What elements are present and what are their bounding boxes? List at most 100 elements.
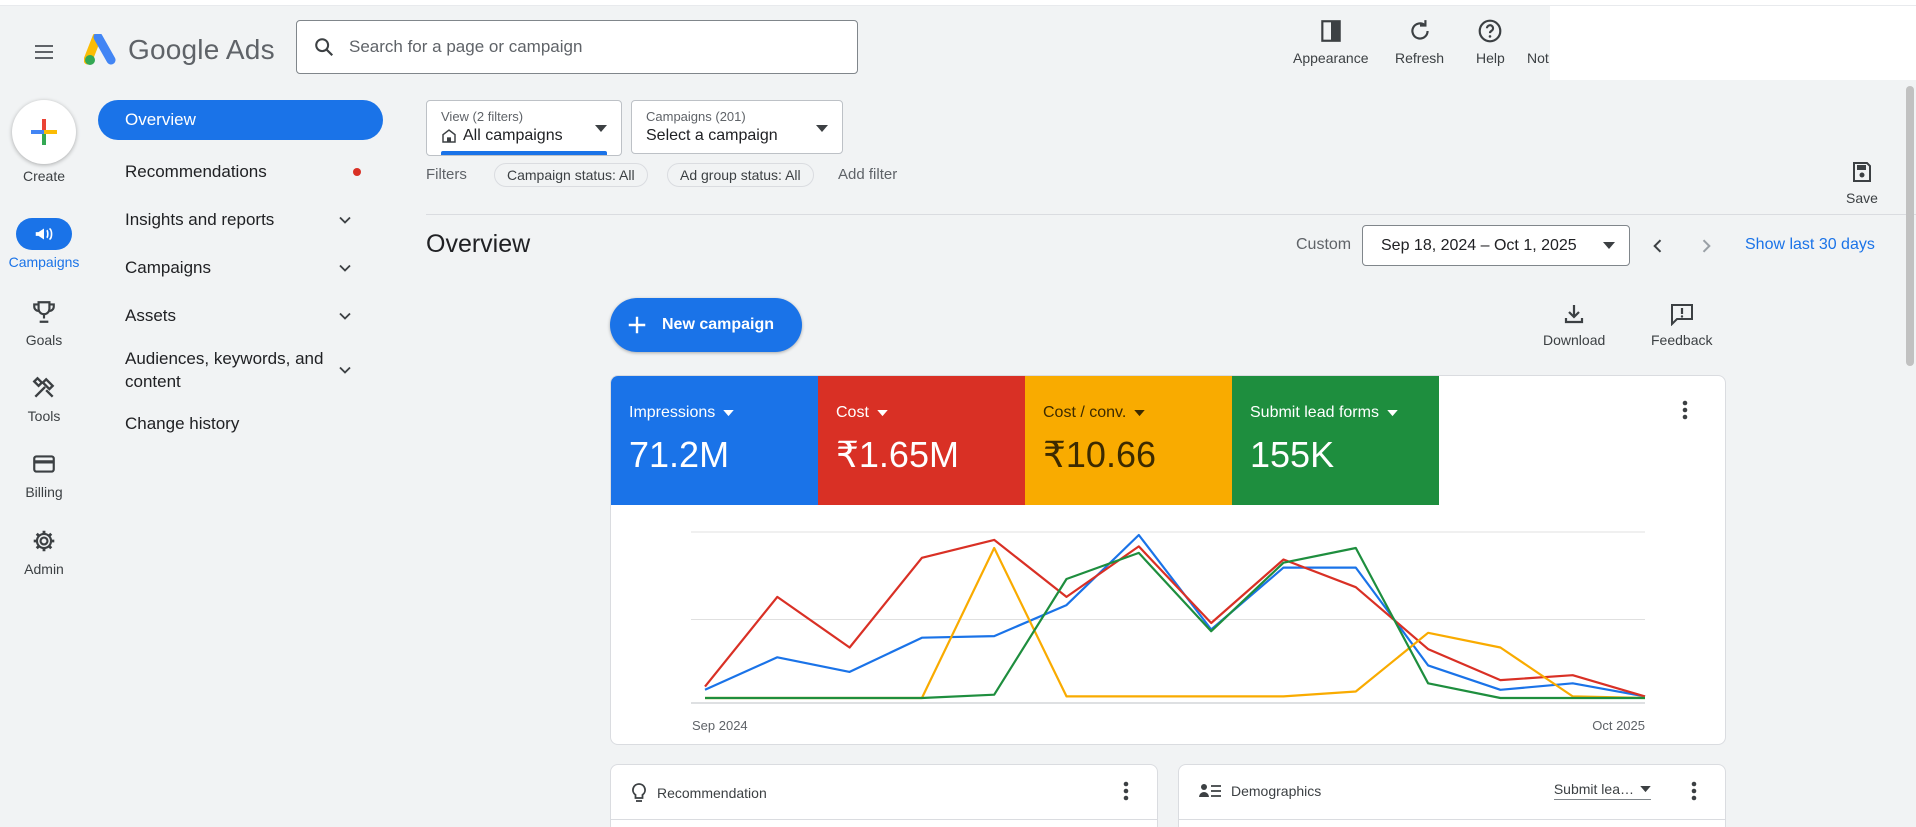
nav-assets-label: Assets bbox=[125, 306, 177, 325]
metric-cost-header: Cost bbox=[836, 404, 888, 422]
google-ads-logo[interactable]: Google Ads bbox=[84, 30, 275, 70]
nav-recommendations-label: Recommendations bbox=[125, 162, 267, 181]
download-button[interactable]: Download bbox=[1543, 302, 1605, 348]
metric-submit-lead-forms-header: Submit lead forms bbox=[1250, 404, 1398, 422]
metric-cost[interactable]: Cost ₹1.65M bbox=[818, 376, 1025, 505]
metric-impressions-header: Impressions bbox=[629, 404, 734, 422]
recommendation-header: Recommendation bbox=[631, 783, 767, 803]
megaphone-icon bbox=[35, 227, 53, 241]
more-vert-icon bbox=[1123, 781, 1129, 801]
caret-down-icon bbox=[816, 125, 828, 132]
metric-submit-lead-forms[interactable]: Submit lead forms 155K bbox=[1232, 376, 1439, 505]
notifications-button[interactable]: Not bbox=[1527, 50, 1549, 66]
chart-series-line-4[interactable] bbox=[705, 546, 1645, 700]
demographics-card: Demographics Submit lea… bbox=[1178, 764, 1726, 827]
help-button[interactable]: Help bbox=[1476, 18, 1505, 66]
new-campaign-button[interactable]: New campaign bbox=[610, 298, 802, 352]
show-last-30-days-link[interactable]: Show last 30 days bbox=[1745, 236, 1875, 253]
view-filter-dropdown[interactable]: View (2 filters) All campaigns bbox=[426, 100, 622, 156]
hamburger-icon bbox=[35, 45, 53, 59]
side-nav: Overview Recommendations Insights and re… bbox=[98, 100, 383, 448]
nav-audiences-line1: Audiences, keywords, and bbox=[125, 349, 324, 368]
help-icon bbox=[1479, 19, 1502, 43]
chart-x-start-label: Sep 2024 bbox=[692, 718, 748, 733]
filters-label: Filters bbox=[426, 166, 467, 183]
date-range-value: Sep 18, 2024 – Oct 1, 2025 bbox=[1381, 236, 1577, 254]
search-box[interactable] bbox=[296, 20, 858, 74]
tools-icon bbox=[32, 376, 55, 398]
gear-icon bbox=[33, 530, 55, 552]
nav-audiences[interactable]: Audiences, keywords, and content bbox=[98, 340, 383, 400]
rail-tools[interactable]: Tools bbox=[0, 372, 88, 424]
rail-billing-label: Billing bbox=[25, 484, 63, 500]
performance-card: Impressions 71.2M Cost ₹1.65M Cost / con… bbox=[610, 375, 1726, 745]
next-period-button[interactable] bbox=[1692, 232, 1720, 260]
metric-impressions[interactable]: Impressions 71.2M bbox=[611, 376, 818, 505]
save-label: Save bbox=[1846, 190, 1878, 206]
recommendation-divider bbox=[611, 819, 1157, 820]
tools-pill bbox=[16, 372, 72, 404]
nav-insights-label: Insights and reports bbox=[125, 210, 275, 229]
nav-insights[interactable]: Insights and reports bbox=[98, 196, 383, 244]
notifications-label: Not bbox=[1527, 50, 1549, 66]
feedback-icon bbox=[1670, 304, 1693, 326]
page-scrollbar[interactable] bbox=[1906, 86, 1914, 366]
nav-overview-label: Overview bbox=[125, 110, 196, 129]
admin-pill bbox=[16, 525, 72, 557]
create-button[interactable]: Create bbox=[0, 100, 88, 184]
chart-series-line-1[interactable] bbox=[704, 533, 1646, 698]
nav-recommendations[interactable]: Recommendations bbox=[98, 148, 383, 196]
rail-campaigns[interactable]: Campaigns bbox=[0, 218, 88, 270]
caret-down-icon bbox=[1603, 242, 1615, 249]
previous-period-button[interactable] bbox=[1644, 232, 1672, 260]
view-filter-value: All campaigns bbox=[441, 127, 563, 145]
recommendation-card: Recommendation bbox=[610, 764, 1158, 827]
date-range-dropdown[interactable]: Sep 18, 2024 – Oct 1, 2025 bbox=[1362, 225, 1630, 266]
search-icon bbox=[315, 38, 334, 57]
rail-goals[interactable]: Goals bbox=[0, 296, 88, 348]
feedback-button[interactable]: Feedback bbox=[1651, 302, 1712, 348]
search-input[interactable] bbox=[349, 37, 829, 57]
caret-down-icon bbox=[1387, 409, 1398, 416]
plus-icon bbox=[31, 119, 57, 145]
caret-down-icon bbox=[1640, 785, 1651, 792]
demographics-title: Demographics bbox=[1231, 783, 1322, 799]
lightbulb-icon bbox=[632, 783, 646, 802]
campaign-select-dropdown[interactable]: Campaigns (201) Select a campaign bbox=[631, 100, 843, 154]
goals-pill bbox=[16, 296, 72, 328]
appearance-button[interactable]: Appearance bbox=[1293, 18, 1369, 66]
nav-overview[interactable]: Overview bbox=[98, 100, 383, 140]
refresh-button[interactable]: Refresh bbox=[1395, 18, 1444, 66]
nav-change-history[interactable]: Change history bbox=[98, 400, 383, 448]
demographics-more-menu[interactable] bbox=[1691, 781, 1697, 806]
rail-goals-label: Goals bbox=[25, 332, 63, 348]
rail-billing[interactable]: Billing bbox=[0, 448, 88, 500]
demographics-metric-select[interactable]: Submit lea… bbox=[1553, 781, 1651, 800]
metric-impressions-value: 71.2M bbox=[629, 434, 730, 475]
rail-admin[interactable]: Admin bbox=[0, 525, 88, 577]
nav-assets[interactable]: Assets bbox=[98, 292, 383, 340]
refresh-label: Refresh bbox=[1395, 50, 1445, 66]
metric-cost-per-conv[interactable]: Cost / conv. ₹10.66 bbox=[1025, 376, 1232, 505]
ad-group-status-chip[interactable]: Ad group status: All bbox=[667, 163, 814, 187]
nav-audiences-line2: content bbox=[125, 372, 181, 391]
save-button[interactable]: Save bbox=[1846, 160, 1878, 206]
app-header: Google Ads Appearance Refresh Help Not bbox=[0, 6, 1550, 86]
feedback-label: Feedback bbox=[1651, 332, 1713, 348]
main-menu-button[interactable] bbox=[26, 34, 62, 70]
card-more-menu[interactable] bbox=[1673, 398, 1697, 422]
nav-change-history-label: Change history bbox=[125, 414, 240, 433]
chart-series-line-2[interactable] bbox=[704, 538, 1646, 698]
chart-series-line-3[interactable] bbox=[705, 546, 1646, 700]
billing-pill bbox=[16, 448, 72, 480]
campaign-status-chip[interactable]: Campaign status: All bbox=[494, 163, 648, 187]
metric-impressions-label: Impressions bbox=[629, 404, 716, 421]
recommendation-more-menu[interactable] bbox=[1123, 781, 1129, 806]
filters-divider bbox=[426, 214, 1916, 215]
metric-submit-lead-forms-value: 155K bbox=[1250, 434, 1335, 475]
add-filter-link[interactable]: Add filter bbox=[838, 166, 898, 183]
chart-x-end-label: Oct 2025 bbox=[1592, 718, 1645, 733]
notification-dot bbox=[353, 168, 361, 176]
logo-text: Google Ads bbox=[128, 34, 275, 65]
nav-campaigns[interactable]: Campaigns bbox=[98, 244, 383, 292]
